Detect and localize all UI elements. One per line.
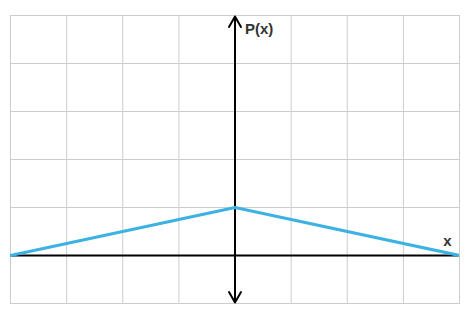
svg-text:x: x bbox=[443, 232, 452, 249]
svg-text:P(x): P(x) bbox=[245, 20, 273, 37]
